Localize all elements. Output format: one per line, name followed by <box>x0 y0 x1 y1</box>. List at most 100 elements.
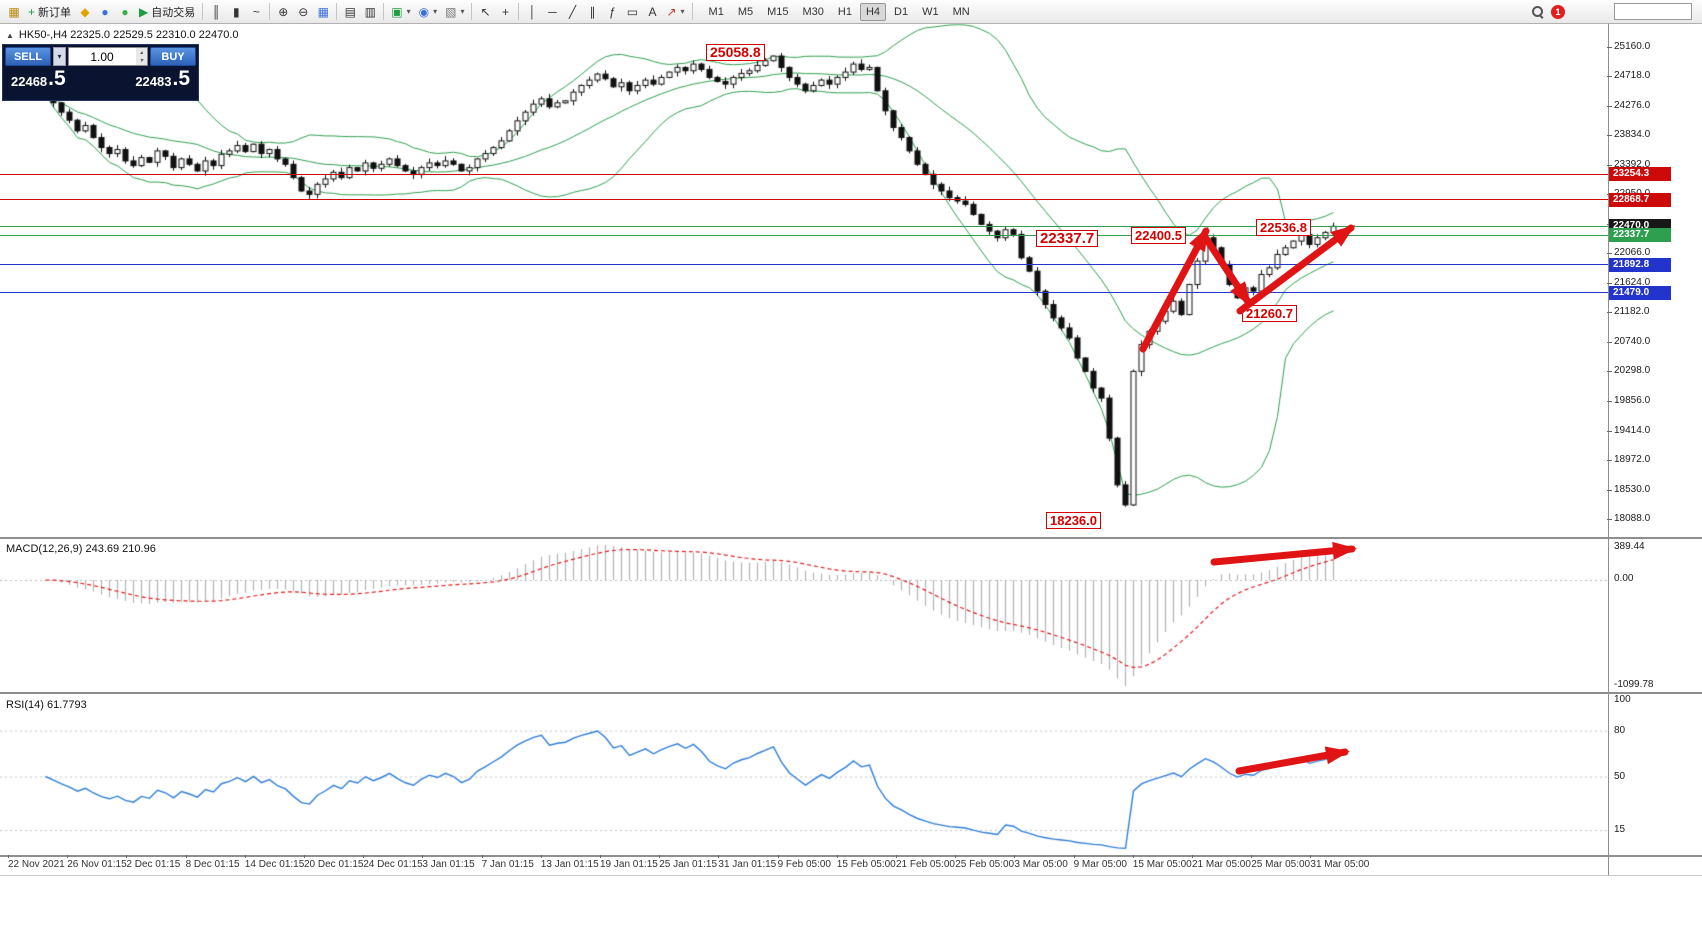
shapes-icon[interactable]: ▭ <box>622 2 642 22</box>
timeframe-mn-button[interactable]: MN <box>947 3 976 21</box>
cascade-windows-icon[interactable]: ▥ <box>360 2 380 22</box>
time-axis-label: 25 Mar 05:00 <box>1251 855 1311 870</box>
buy-price-main: 22483 <box>135 74 172 89</box>
macd-axis-zero: 0.00 <box>1614 573 1634 584</box>
templates-icon[interactable]: ▧ ▾ <box>441 2 468 22</box>
horizontal-level-line[interactable] <box>0 199 1608 201</box>
price-axis-badge: 23254.3 <box>1609 167 1671 181</box>
channel-icon[interactable]: ∥ <box>582 2 602 22</box>
line-chart-icon: ~ <box>252 4 260 19</box>
vertical-line-icon: │ <box>528 4 537 19</box>
navigator-icon[interactable]: ● <box>115 2 135 22</box>
timeframe-m30-button[interactable]: M30 <box>797 3 830 21</box>
time-axis-label: 15 Mar 05:00 <box>1132 855 1192 870</box>
search-input[interactable] <box>1614 3 1692 20</box>
horizontal-level-line[interactable] <box>0 264 1608 266</box>
timeframe-m15-button[interactable]: M15 <box>761 3 794 21</box>
timeframe-w1-button[interactable]: W1 <box>916 3 945 21</box>
price-callout: 22337.7 <box>1036 230 1099 247</box>
rsi-axis-label: 50 <box>1614 770 1626 782</box>
buy-button[interactable]: BUY <box>150 47 196 66</box>
price-axis-tick: 24718.0 <box>1607 70 1684 81</box>
new-order-button[interactable]: + 新订单 <box>24 2 75 22</box>
line-chart-icon[interactable]: ~ <box>246 2 266 22</box>
arrows-icon[interactable]: ↗ ▾ <box>662 2 688 22</box>
new-chart-icon: ▣ <box>391 4 403 19</box>
new-chart-icon[interactable]: ▣ ▾ <box>387 2 414 22</box>
volume-dropdown[interactable]: ▾ <box>53 47 66 66</box>
cursor-icon[interactable]: ↖ <box>475 2 495 22</box>
one-click-trading-panel: SELL ▾ ▴▾ BUY 22468.5 22483.5 <box>2 44 199 101</box>
price-axis-border[interactable] <box>1608 24 1609 875</box>
timeframe-m5-button[interactable]: M5 <box>732 3 759 21</box>
horizontal-level-line[interactable] <box>0 225 1608 227</box>
price-axis-tick: 24276.0 <box>1607 100 1684 111</box>
time-axis-label: 22 Nov 2021 <box>8 855 65 870</box>
timeframe-m1-button[interactable]: M1 <box>703 3 730 21</box>
zoom-out-icon[interactable]: ⊖ <box>293 2 313 22</box>
charts-window-icon[interactable]: ▦ <box>4 2 24 22</box>
time-axis-label: 9 Feb 05:00 <box>777 855 831 870</box>
notification-badge[interactable]: 1 <box>1551 4 1565 19</box>
profiles-icon: ◉ <box>418 4 430 19</box>
time-axis-label: 25 Feb 05:00 <box>955 855 1015 870</box>
trendline-icon[interactable]: ╱ <box>562 2 582 22</box>
time-axis-label: 7 Jan 01:15 <box>481 855 534 870</box>
panel-separator[interactable] <box>0 692 1702 694</box>
sell-price[interactable]: 22468.5 <box>11 68 66 89</box>
bar-chart-icon: ║ <box>211 4 221 19</box>
price-axis-tick: 20740.0 <box>1607 336 1684 347</box>
chevron-down-icon: ▾ <box>680 7 685 16</box>
search-button[interactable] <box>1527 2 1548 22</box>
candle-chart-icon[interactable]: ▮ <box>226 2 246 22</box>
arrange-windows-icon: ▤ <box>344 4 356 19</box>
bar-chart-icon[interactable]: ║ <box>206 2 226 22</box>
autotrading-button[interactable]: ▶ 自动交易 <box>135 2 199 22</box>
timeframe-h1-button[interactable]: H1 <box>832 3 858 21</box>
price-axis-tick: 18972.0 <box>1607 454 1684 465</box>
chevron-down-icon: ▾ <box>406 7 411 16</box>
horizontal-level-line[interactable] <box>0 173 1608 175</box>
buy-price[interactable]: 22483.5 <box>135 68 190 89</box>
candle-chart-icon: ▮ <box>232 4 240 19</box>
vertical-line-icon[interactable]: │ <box>522 2 542 22</box>
toolbar-separator <box>518 3 520 20</box>
spinner-up-icon[interactable]: ▴ <box>139 49 143 56</box>
price-axis-badge: 22868.7 <box>1609 192 1671 207</box>
zoom-in-icon[interactable]: ⊕ <box>273 2 293 22</box>
text-icon[interactable]: A <box>642 2 662 22</box>
spinner-down-icon[interactable]: ▾ <box>139 57 143 64</box>
horizontal-level-line[interactable] <box>0 234 1608 236</box>
horizontal-level-line[interactable] <box>0 292 1608 294</box>
volume-input[interactable] <box>68 47 148 66</box>
toolbar-separator <box>383 3 385 20</box>
arrange-windows-icon[interactable]: ▤ <box>340 2 360 22</box>
price-axis-badge: 21892.8 <box>1609 257 1671 272</box>
time-axis-label: 3 Mar 05:00 <box>1014 855 1068 870</box>
horizontal-line-icon[interactable]: ─ <box>542 2 562 22</box>
price-axis-tick: 21182.0 <box>1607 306 1684 317</box>
text-icon: A <box>648 4 657 19</box>
price-axis-tick: 21624.0 <box>1607 277 1684 288</box>
shapes-icon: ▭ <box>626 4 639 19</box>
timeframe-d1-button[interactable]: D1 <box>888 3 914 21</box>
volume-spinner[interactable]: ▴ ▾ <box>136 48 147 65</box>
sell-button[interactable]: SELL <box>5 47 51 66</box>
timeframe-h4-button[interactable]: H4 <box>859 2 887 21</box>
navigator-icon: ● <box>121 4 129 19</box>
time-axis-label: 26 Nov 01:15 <box>67 855 127 870</box>
trade-panel-prices: 22468.5 22483.5 <box>3 68 198 89</box>
fibonacci-icon[interactable]: ƒ <box>602 2 622 22</box>
data-window-icon[interactable]: ● <box>95 2 115 22</box>
market-watch-icon[interactable]: ◆ <box>75 2 95 22</box>
panel-separator[interactable] <box>0 537 1702 539</box>
tile-windows-icon[interactable]: ▦ <box>313 2 333 22</box>
profiles-icon[interactable]: ◉ ▾ <box>415 2 442 22</box>
main-toolbar: ▦ + 新订单 ◆ ● ● ▶ 自动交易 ║ ▮ ~ ⊕ ⊖ ▦ ▤ ▥ ▣ ▾ ◉ ▾ ▧ ▾ ↖ + │ ─ ╱ ∥ ƒ ▭ A ↗ ▾ M… <box>0 0 1702 24</box>
trendline-icon: ╱ <box>568 4 577 19</box>
time-axis-label: 14 Dec 01:15 <box>244 855 305 870</box>
chart-symbol-info: ▲ HK50-,H4 22325.0 22529.5 22310.0 22470… <box>6 29 239 41</box>
collapse-icon[interactable]: ▲ <box>6 30 14 40</box>
crosshair-icon[interactable]: + <box>495 2 515 22</box>
